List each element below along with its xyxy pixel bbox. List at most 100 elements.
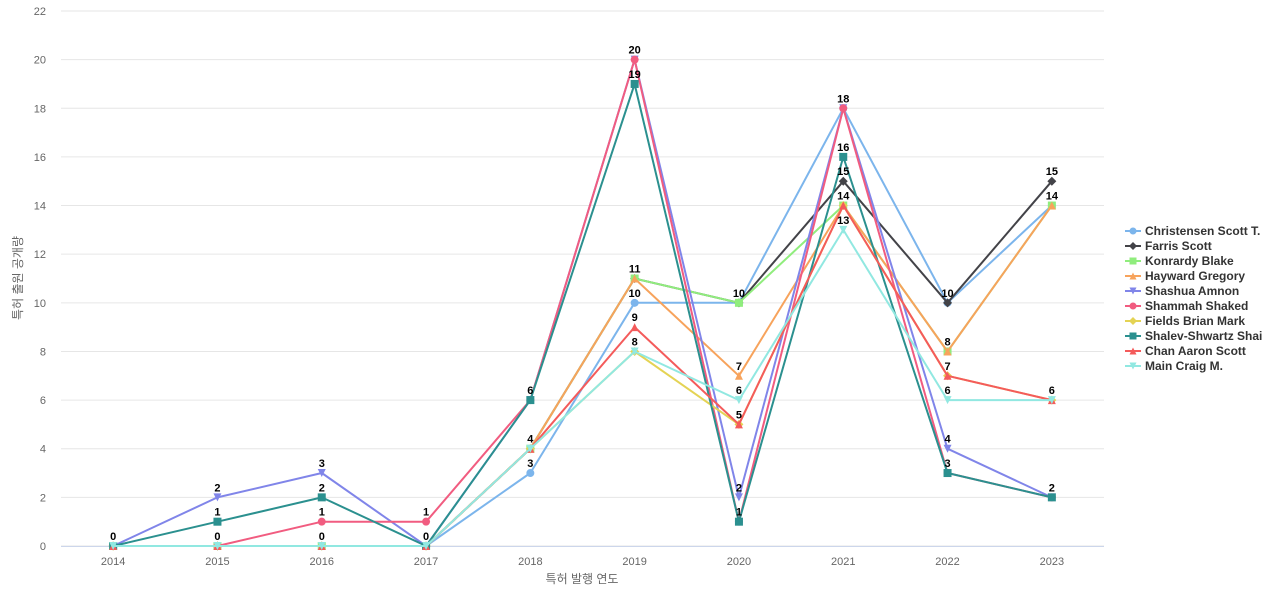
legend-item: Shalev-Shwartz Shai xyxy=(1125,329,1262,343)
data-label: 16 xyxy=(837,142,849,154)
data-point xyxy=(734,371,743,380)
data-label: 1 xyxy=(319,507,325,519)
data-label: 3 xyxy=(944,458,950,470)
data-label: 0 xyxy=(110,531,116,543)
data-point xyxy=(526,396,535,405)
y-tick-label: 16 xyxy=(34,152,46,164)
data-point xyxy=(734,396,743,405)
data-label: 0 xyxy=(214,531,220,543)
x-tick-label: 2023 xyxy=(1040,556,1064,568)
data-point xyxy=(839,104,848,113)
y-tick-label: 20 xyxy=(34,55,46,67)
legend: Christensen Scott T.Farris ScottKonrardy… xyxy=(1125,224,1262,373)
data-point xyxy=(213,493,222,502)
legend-label: Christensen Scott T. xyxy=(1145,224,1260,238)
legend-item: Hayward Gregory xyxy=(1125,269,1245,283)
data-point xyxy=(422,542,431,550)
data-point xyxy=(839,225,848,234)
data-label: 2 xyxy=(214,482,220,494)
data-label: 6 xyxy=(944,385,950,397)
data-point xyxy=(734,517,743,526)
x-tick-label: 2022 xyxy=(935,556,959,568)
legend-label: Chan Aaron Scott xyxy=(1145,344,1246,358)
data-label: 4 xyxy=(527,434,534,446)
data-point xyxy=(734,298,743,307)
legend-label: Main Craig M. xyxy=(1145,359,1223,373)
data-label: 6 xyxy=(1049,385,1055,397)
legend-label: Hayward Gregory xyxy=(1145,269,1245,283)
data-point xyxy=(1047,176,1057,186)
data-label: 1 xyxy=(423,507,429,519)
grid-layer xyxy=(61,10,1104,547)
data-label: 1 xyxy=(736,507,742,519)
data-point xyxy=(943,444,952,453)
data-point xyxy=(1047,493,1056,502)
data-label: 5 xyxy=(736,409,742,421)
series-line xyxy=(112,204,1053,547)
legend-item: Fields Brian Mark xyxy=(1125,314,1245,328)
series-shalev-shwartz-shai xyxy=(109,79,1056,550)
legend-item: Konrardy Blake xyxy=(1125,254,1234,268)
legend-label: Farris Scott xyxy=(1145,239,1212,253)
data-label: 15 xyxy=(837,166,849,178)
data-point xyxy=(1047,396,1056,405)
data-label: 3 xyxy=(319,458,325,470)
y-tick-label: 8 xyxy=(40,346,46,358)
legend-label: Shammah Shaked xyxy=(1145,299,1248,313)
data-point xyxy=(526,444,535,453)
series-layer xyxy=(108,55,1057,551)
data-label: 19 xyxy=(629,69,641,81)
data-label: 4 xyxy=(944,434,951,446)
legend-marker xyxy=(1129,332,1137,340)
data-point xyxy=(630,55,639,64)
y-tick-label: 14 xyxy=(34,201,46,213)
legend-marker xyxy=(1129,362,1137,370)
legend-item: Shashua Amnon xyxy=(1125,284,1239,298)
legend-marker xyxy=(1129,272,1137,280)
series-line xyxy=(112,204,1053,547)
data-point xyxy=(317,469,326,478)
series-line xyxy=(112,204,1053,547)
data-point xyxy=(839,201,848,210)
data-label: 3 xyxy=(527,458,533,470)
data-label: 10 xyxy=(941,288,953,300)
legend-label: Konrardy Blake xyxy=(1145,254,1234,268)
legend-marker xyxy=(1129,242,1137,250)
data-point xyxy=(109,542,118,550)
x-axis-title: 특허 발행 연도 xyxy=(546,571,619,586)
data-point xyxy=(943,347,952,356)
x-tick-label: 2014 xyxy=(101,556,125,568)
data-label: 11 xyxy=(629,264,641,276)
data-label: 10 xyxy=(629,288,641,300)
data-label: 6 xyxy=(527,385,533,397)
legend-marker xyxy=(1129,227,1137,235)
data-label: 7 xyxy=(736,361,742,373)
data-label: 0 xyxy=(423,531,429,543)
data-point xyxy=(630,347,639,356)
series-christensen-scott-t- xyxy=(109,104,1056,550)
y-tick-label: 18 xyxy=(34,103,46,115)
legend-item: Shammah Shaked xyxy=(1125,299,1248,313)
data-label: 9 xyxy=(632,312,638,324)
data-point xyxy=(630,323,639,332)
data-point xyxy=(213,517,222,526)
data-point xyxy=(317,542,326,550)
data-point xyxy=(630,298,639,307)
x-tick-label: 2018 xyxy=(518,556,542,568)
data-point xyxy=(213,542,222,550)
data-label: 2 xyxy=(736,482,742,494)
data-label: 10 xyxy=(733,288,745,300)
legend-item: Christensen Scott T. xyxy=(1125,224,1260,238)
data-label: 1 xyxy=(214,507,220,519)
data-label: 18 xyxy=(837,93,849,105)
y-tick-label: 6 xyxy=(40,395,46,407)
x-tick-label: 2021 xyxy=(831,556,855,568)
data-point xyxy=(943,469,952,478)
series-line xyxy=(112,228,1053,547)
data-point xyxy=(422,517,431,526)
data-label: 15 xyxy=(1046,166,1058,178)
data-point xyxy=(734,493,743,502)
legend-marker xyxy=(1129,302,1137,310)
data-point xyxy=(838,176,848,186)
